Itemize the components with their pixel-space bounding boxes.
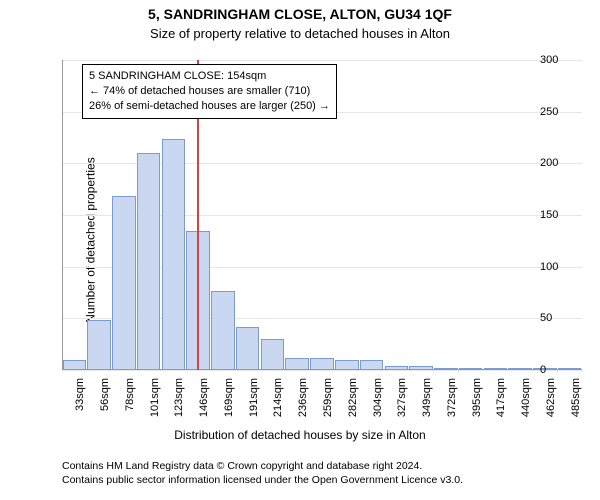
plot-area: 5 SANDRINGHAM CLOSE: 154sqm ← 74% of det… [62, 60, 582, 370]
x-tick-label: 146sqm [198, 378, 210, 428]
footer-line-2: Contains public sector information licen… [62, 474, 463, 488]
histogram-bar [236, 327, 260, 370]
x-tick-label: 214sqm [272, 378, 284, 428]
x-tick-label: 56sqm [99, 378, 111, 428]
info-line-2: ← 74% of detached houses are smaller (71… [89, 84, 330, 99]
info-line-1: 5 SANDRINGHAM CLOSE: 154sqm [89, 69, 330, 84]
x-tick-label: 33sqm [74, 378, 86, 428]
y-tick-label: 250 [540, 106, 596, 118]
x-axis-line [62, 369, 582, 370]
chart-container: { "chart": { "type": "histogram", "title… [0, 0, 600, 500]
x-tick-label: 372sqm [446, 378, 458, 428]
x-tick-label: 327sqm [396, 378, 408, 428]
x-tick-label: 236sqm [297, 378, 309, 428]
grid-line [62, 370, 582, 371]
x-tick-label: 169sqm [223, 378, 235, 428]
y-tick-label: 50 [540, 312, 596, 324]
x-tick-label: 349sqm [421, 378, 433, 428]
chart-subtitle: Size of property relative to detached ho… [0, 26, 600, 41]
histogram-bar [87, 320, 111, 370]
footer-attribution: Contains HM Land Registry data © Crown c… [62, 460, 463, 487]
x-tick-label: 485sqm [570, 378, 582, 428]
x-tick-label: 123sqm [173, 378, 185, 428]
y-tick-label: 0 [540, 364, 596, 376]
x-tick-label: 259sqm [322, 378, 334, 428]
x-tick-label: 282sqm [347, 378, 359, 428]
chart-title: 5, SANDRINGHAM CLOSE, ALTON, GU34 1QF [0, 6, 600, 22]
histogram-bar [112, 196, 136, 370]
x-tick-label: 191sqm [248, 378, 260, 428]
x-tick-label: 78sqm [124, 378, 136, 428]
y-tick-label: 200 [540, 157, 596, 169]
footer-line-1: Contains HM Land Registry data © Crown c… [62, 460, 463, 474]
x-tick-label: 417sqm [495, 378, 507, 428]
x-tick-label: 101sqm [149, 378, 161, 428]
y-tick-label: 300 [540, 54, 596, 66]
y-tick-label: 150 [540, 209, 596, 221]
y-axis-line [62, 60, 63, 370]
x-axis-label: Distribution of detached houses by size … [0, 428, 600, 442]
info-line-3: 26% of semi-detached houses are larger (… [89, 99, 330, 114]
histogram-bar [261, 339, 285, 370]
y-tick-label: 100 [540, 261, 596, 273]
x-tick-label: 395sqm [471, 378, 483, 428]
info-box: 5 SANDRINGHAM CLOSE: 154sqm ← 74% of det… [82, 64, 337, 119]
x-tick-label: 440sqm [520, 378, 532, 428]
x-tick-label: 462sqm [545, 378, 557, 428]
histogram-bar [137, 153, 161, 370]
histogram-bar [211, 291, 235, 370]
histogram-bar [162, 139, 186, 370]
grid-line [62, 60, 582, 61]
x-tick-label: 304sqm [372, 378, 384, 428]
